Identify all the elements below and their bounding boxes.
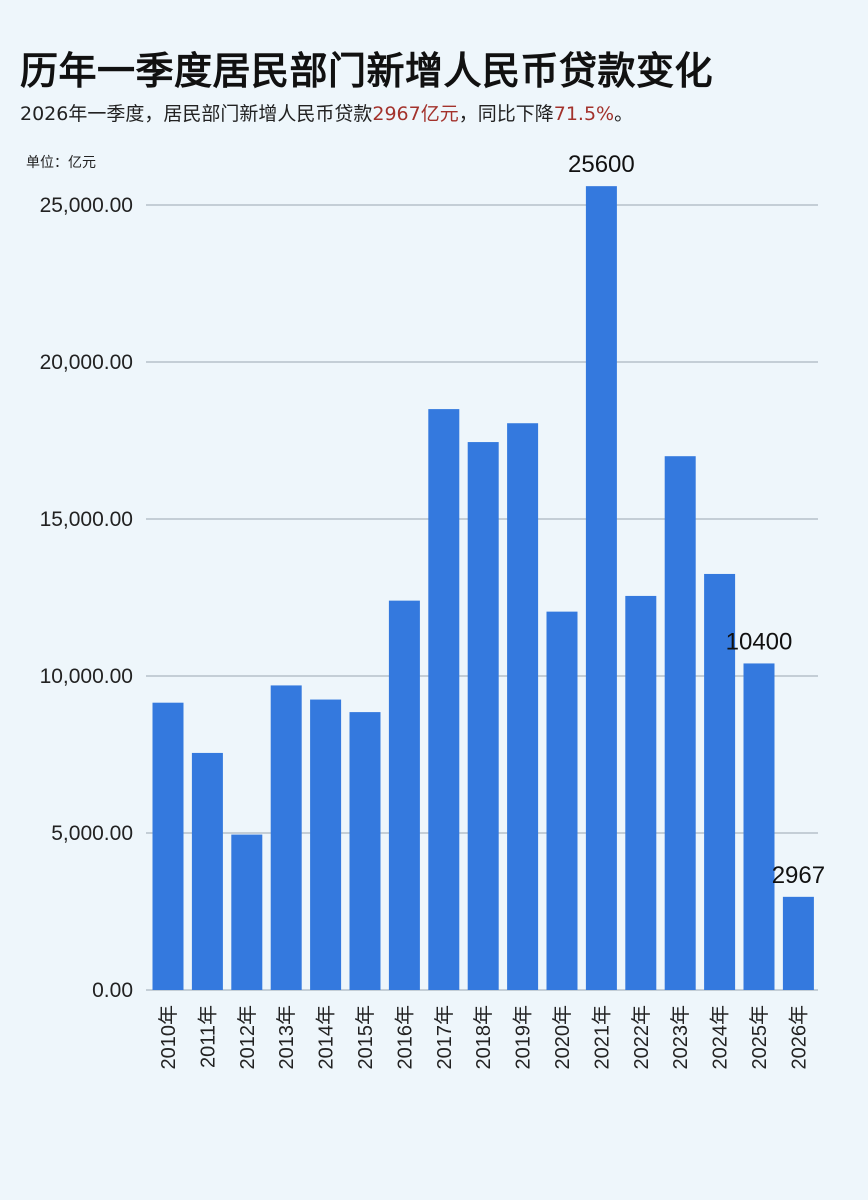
bar bbox=[388, 600, 420, 990]
x-tick-label: 2021年 bbox=[590, 1005, 613, 1070]
x-tick-label: 2019年 bbox=[512, 1005, 535, 1070]
subtitle-text-1: 2026年一季度，居民部门新增人民币贷款 bbox=[20, 103, 373, 125]
x-tick-label: 2011年 bbox=[196, 1005, 219, 1068]
x-tick-label: 2016年 bbox=[393, 1005, 416, 1070]
data-labels: 25600 10400 2967 bbox=[568, 151, 825, 889]
bar bbox=[467, 442, 499, 990]
data-label: 25600 bbox=[568, 151, 635, 178]
y-tick-label: 10,000.00 bbox=[40, 665, 133, 688]
x-axis-labels: 2010年 2011年 2012年 2013年 2014年 2015年 2016年 2017年… bbox=[157, 1005, 810, 1070]
data-label: 2967 bbox=[772, 862, 825, 889]
bar bbox=[310, 699, 342, 990]
bar bbox=[507, 423, 539, 991]
bar bbox=[704, 573, 736, 990]
bar bbox=[664, 456, 696, 990]
bar bbox=[743, 663, 775, 990]
bar bbox=[625, 595, 657, 990]
bars bbox=[152, 186, 814, 991]
y-tick-label: 20,000.00 bbox=[40, 351, 133, 374]
bar bbox=[546, 611, 578, 990]
unit-label: 单位：亿元 bbox=[26, 155, 96, 171]
chart-title: 历年一季度居民部门新增人民币贷款变化 bbox=[20, 49, 714, 93]
y-tick-label: 5,000.00 bbox=[51, 822, 133, 845]
x-tick-label: 2017年 bbox=[433, 1005, 456, 1070]
bar bbox=[152, 702, 184, 990]
x-tick-label: 2015年 bbox=[354, 1005, 377, 1070]
subtitle-highlight-amount: 2967亿元 bbox=[372, 103, 459, 125]
x-tick-label: 2020年 bbox=[551, 1005, 574, 1070]
x-tick-label: 2013年 bbox=[275, 1005, 298, 1070]
subtitle-text-3: 。 bbox=[614, 103, 634, 125]
x-tick-label: 2024年 bbox=[709, 1005, 732, 1070]
x-tick-label: 2010年 bbox=[157, 1005, 180, 1070]
bar bbox=[270, 685, 302, 990]
bar bbox=[585, 186, 617, 990]
bar bbox=[231, 834, 263, 990]
chart-subtitle: 2026年一季度，居民部门新增人民币贷款2967亿元，同比下降71.5%。 bbox=[20, 99, 633, 126]
x-tick-label: 2018年 bbox=[472, 1005, 495, 1070]
bar bbox=[782, 896, 814, 990]
bar bbox=[428, 409, 460, 991]
bar bbox=[191, 752, 223, 990]
x-tick-label: 2012年 bbox=[236, 1005, 259, 1070]
bar bbox=[349, 712, 381, 990]
y-tick-label: 15,000.00 bbox=[40, 508, 133, 531]
subtitle-text-2: ，同比下降 bbox=[458, 103, 554, 125]
y-axis-ticks: 0.00 5,000.00 10,000.00 15,000.00 20,000.00 2… bbox=[40, 194, 133, 1002]
x-tick-label: 2023年 bbox=[669, 1005, 692, 1070]
x-tick-label: 2025年 bbox=[748, 1005, 771, 1070]
x-tick-label: 2014年 bbox=[315, 1005, 338, 1070]
data-label: 10400 bbox=[726, 628, 793, 655]
x-tick-label: 2026年 bbox=[787, 1005, 810, 1070]
x-tick-label: 2022年 bbox=[630, 1005, 653, 1070]
subtitle-highlight-percent: 71.5% bbox=[553, 103, 615, 125]
y-tick-label: 0.00 bbox=[92, 979, 133, 1002]
y-tick-label: 25,000.00 bbox=[40, 194, 133, 217]
